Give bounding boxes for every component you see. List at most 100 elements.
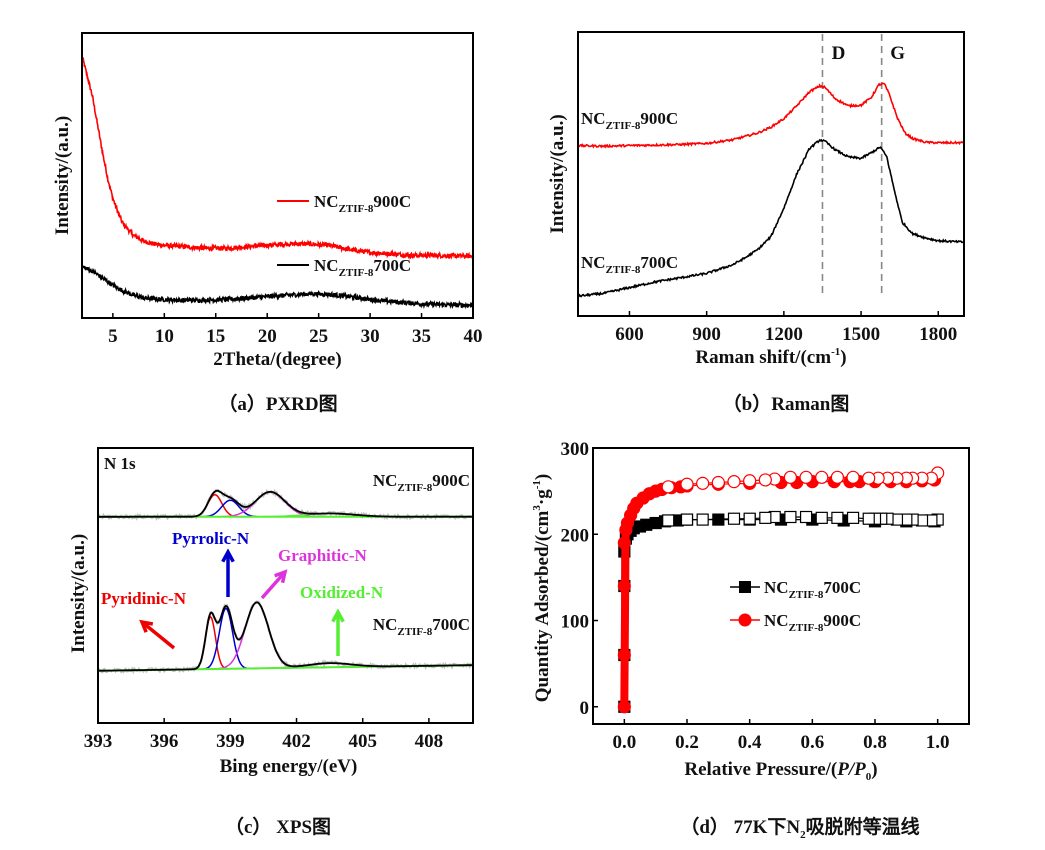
x-tick-label: 25 [309,326,328,347]
y-axis-label-mid: ·g [532,489,553,505]
legend-marker-circle [738,613,752,627]
x-axis-label-slash: / [847,759,856,780]
x-tick-label: 5 [108,326,118,347]
x-tick-label: 0.6 [800,732,824,753]
legend-label: NCZTIF-8900C [314,192,411,215]
arrow-pyrrolic-head [221,548,235,563]
x-tick-label: 396 [150,731,179,752]
desorption-point-900c [727,475,741,489]
component-pyridinic-900c [98,494,472,518]
plot-frame [592,447,970,725]
y-axis-label-sup2: -1 [531,480,543,489]
x-tick-label: 20 [258,326,277,347]
y-tick-label: 100 [561,612,590,633]
desorption-point-700c [784,510,797,524]
x-tick-label: 15 [206,326,225,347]
label-tail: 900C [432,471,470,490]
label-subscript: ZTIF-8 [397,626,432,638]
x-tick-label: 1.0 [926,732,950,753]
caption-b: （b）Raman图 [723,392,850,415]
x-tick-label: 1500 [842,324,880,345]
desorption-point-700c [727,512,741,525]
caption-d-prefix: （d） 77K下N [680,815,800,838]
x-tick-label: 600 [615,324,644,345]
label-subscript: ZTIF-8 [339,203,374,215]
label-main: NC [373,471,398,490]
label-subscript: ZTIF-8 [789,589,824,601]
label-tail: 700C [823,578,861,597]
label-main: NC [314,256,339,275]
label-main: NC [764,578,789,597]
arrow-pyridinic-shaft [140,620,176,650]
desorption-point-700c [815,511,828,524]
label-subscript: ZTIF-8 [789,622,824,634]
series-line-700c [577,138,965,298]
x-tick-label: 1800 [919,324,957,345]
envelope-700c [97,601,472,672]
desorption-point-700c [831,511,844,524]
annotation-oxidized-n: Oxidized-N [300,583,384,602]
label-main: NC [581,109,606,128]
desorption-point-900c [758,473,772,487]
label-tail: 900C [640,109,678,128]
label-tail: 900C [823,611,861,630]
spectrum-title: N 1s [104,454,136,473]
desorption-point-900c [783,470,798,484]
adsorption-point-700c [712,513,725,526]
annotation-pyrrolic-n: Pyrrolic-N [172,529,250,548]
series-line-900c [81,55,474,261]
plot-frame [577,31,965,317]
component-graphitic-900c [98,491,472,518]
label-tail: 700C [640,253,678,272]
legend-label: NCZTIF-8700C [764,578,861,601]
x-tick-label: 0.8 [863,732,887,753]
x-tick-label: 35 [412,326,431,347]
y-tick-label: 300 [561,439,590,460]
arrow-pyridinic-head [139,619,154,633]
series-label-900c: NCZTIF-8900C [581,109,678,132]
label-main: NC [581,253,606,272]
desorption-point-900c [815,470,829,484]
x-tick-label: 0.0 [612,732,636,753]
annotation-pyridinic-n: Pyridinic-N [101,589,187,608]
chart-pxrd: 5 10 15 20 25 30 35 40 2Theta/(degree) Intensity/… [52,32,483,415]
label-subscript: ZTIF-8 [606,264,641,276]
adsorption-point-900c [617,536,631,550]
adsorption-point-900c [617,648,631,662]
series-label-700c: NCZTIF-8700C [373,615,470,638]
desorption-point-900c [661,480,675,494]
y-axis-label-pre: Quantity Adsorbed/(cm [532,510,553,702]
x-tick-label: 900 [692,324,721,345]
label-tail: 700C [373,256,411,275]
y-tick-label: 200 [561,525,590,546]
label-main: NC [373,615,398,634]
desorption-point-900c [799,470,813,484]
x-axis-label-tail: ) [840,347,846,368]
label-subscript: ZTIF-8 [606,120,641,132]
desorption-point-700c [696,513,709,526]
x-axis-label-p0: P [853,759,866,780]
arrow-graphitic-shaft [260,570,287,600]
x-tick-label: 40 [464,326,483,347]
x-axis-label: Relative Pressure/(P/P0) [684,759,877,783]
desorption-point-900c [830,470,845,484]
label-tail: 700C [432,615,470,634]
caption-d: （d） 77K下N2吸脱附等温线 [680,815,919,841]
label-main: NC [314,192,339,211]
plot-frame [81,32,474,319]
x-tick-label: 393 [84,731,113,752]
arrow-oxidized-head [331,608,345,623]
label-main: NC [764,611,789,630]
y-axis-label-tail: ) [532,474,553,480]
adsorption-point-900c [617,579,631,593]
envelope-900c [98,489,472,518]
y-axis-label: Intensity/(a.u.) [52,116,73,235]
plot-frame [97,447,474,724]
peak-label-G: G [890,43,905,64]
x-tick-label: 30 [361,326,380,347]
x-axis-label-p: P [836,759,849,780]
y-axis-label-sup: 3 [531,505,543,511]
series-line-700c [81,264,474,310]
x-axis-label-main: Raman shift/(cm [695,347,831,368]
